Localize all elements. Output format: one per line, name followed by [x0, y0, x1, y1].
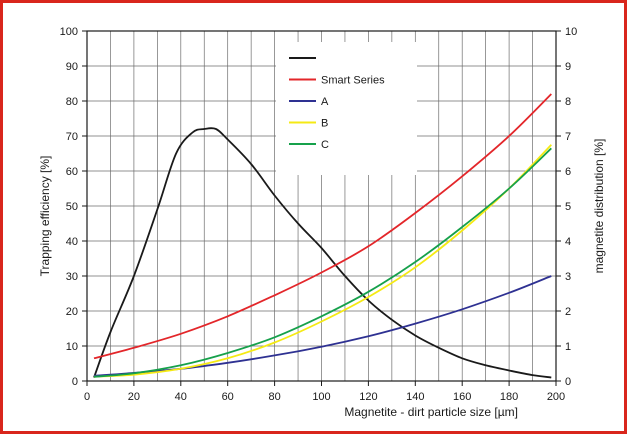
y2-axis-label: magnetite distribution [%] — [592, 139, 606, 274]
legend-label: B — [321, 118, 328, 130]
x-tick-label: 80 — [268, 391, 280, 403]
y2-tick-label: 7 — [565, 131, 571, 143]
y2-tick-label: 10 — [565, 26, 577, 38]
y2-tick-label: 8 — [565, 96, 571, 108]
y2-tick-label: 2 — [565, 306, 571, 318]
y2-tick-label: 4 — [565, 236, 571, 248]
legend-label: Smart Series — [321, 75, 385, 87]
y2-tick-label: 6 — [565, 166, 571, 178]
y-axis-label: Trapping efficiency [%] — [38, 156, 52, 277]
legend: Smart Series ABC — [276, 42, 417, 175]
y-tick-label: 60 — [66, 166, 78, 178]
x-tick-label: 20 — [128, 391, 140, 403]
x-tick-label: 100 — [312, 391, 330, 403]
series-line-0 — [93, 127, 552, 379]
y-tick-label: 40 — [66, 236, 78, 248]
axes — [82, 30, 561, 386]
y-tick-label: 0 — [72, 376, 78, 388]
legend-label: C — [321, 139, 329, 151]
y2-tick-label: 5 — [565, 201, 571, 213]
x-tick-label: 140 — [406, 391, 424, 403]
y-tick-label: 50 — [66, 201, 78, 213]
series-line-4 — [93, 147, 552, 378]
x-tick-label: 60 — [222, 391, 234, 403]
y2-tick-label: 0 — [565, 376, 571, 388]
x-tick-label: 160 — [453, 391, 471, 403]
y-tick-label: 100 — [60, 26, 78, 38]
legend-label: A — [321, 96, 329, 108]
series-lines — [93, 93, 552, 379]
y-tick-label: 30 — [66, 271, 78, 283]
x-tick-label: 40 — [175, 391, 187, 403]
y-tick-label: 80 — [66, 96, 78, 108]
x-tick-label: 200 — [547, 391, 565, 403]
y2-tick-label: 1 — [565, 341, 571, 353]
series-line-1 — [93, 93, 552, 360]
y2-tick-label: 9 — [565, 61, 571, 73]
series-line-3 — [93, 144, 552, 378]
y-tick-label: 10 — [66, 341, 78, 353]
x-tick-label: 0 — [84, 391, 90, 403]
y-tick-label: 70 — [66, 131, 78, 143]
legend-box — [276, 42, 417, 175]
y2-tick-label: 3 — [565, 271, 571, 283]
y-tick-label: 90 — [66, 61, 78, 73]
y-tick-label: 20 — [66, 306, 78, 318]
x-tick-label: 120 — [359, 391, 377, 403]
x-axis-label: Magnetite - dirt particle size [µm] — [344, 405, 518, 419]
axis-labels: Magnetite - dirt particle size [µm] Trapp… — [38, 139, 606, 419]
x-tick-label: 180 — [500, 391, 518, 403]
